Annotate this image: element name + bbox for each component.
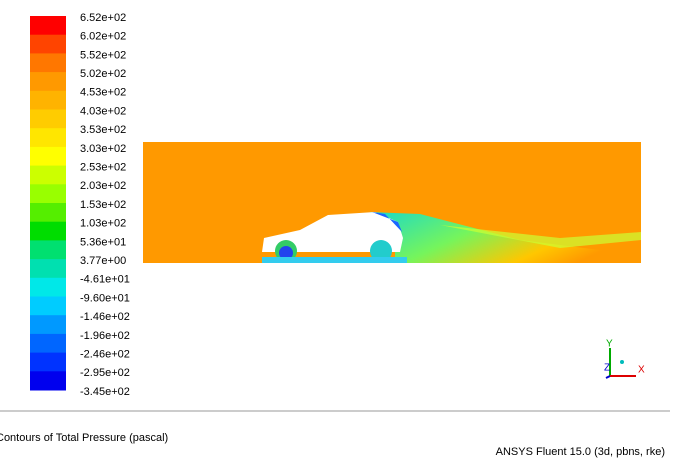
- legend-label: 4.03e+02: [80, 105, 126, 117]
- underbody: [262, 257, 407, 263]
- legend-label: 6.52e+02: [80, 12, 126, 24]
- x-label: X: [638, 365, 645, 376]
- legend-swatch: [30, 203, 66, 223]
- windshield-zone: [372, 212, 402, 232]
- legend-label: -2.95e+02: [80, 367, 130, 379]
- legend-label: 2.53e+02: [80, 162, 126, 174]
- wheel-front-core: [279, 246, 293, 260]
- legend-label: 1.03e+02: [80, 218, 126, 230]
- legend-label: 5.52e+02: [80, 49, 126, 61]
- legend-swatch: [30, 34, 66, 54]
- wake-band: [440, 225, 641, 248]
- legend-label: 5.02e+02: [80, 68, 126, 80]
- legend-swatch: [30, 277, 66, 297]
- legend-swatch: [30, 16, 66, 36]
- legend-label: -9.60e+01: [80, 292, 130, 304]
- wheel-rear: [370, 240, 392, 262]
- legend-swatch: [30, 240, 66, 260]
- legend-label: 3.77e+00: [80, 255, 126, 267]
- legend-label: 4.53e+02: [80, 87, 126, 99]
- legend-swatch: [30, 333, 66, 354]
- caption: Contours of Total Pressure (pascal): [0, 432, 168, 444]
- legend-swatch: [30, 315, 66, 335]
- legend-swatch: [30, 146, 66, 167]
- legend-label: 5.36e+01: [80, 236, 126, 248]
- legend-label: -4.61e+01: [80, 274, 130, 286]
- legend-swatch: [30, 128, 66, 148]
- legend-label: 3.03e+02: [80, 143, 126, 155]
- legend-swatch: [30, 371, 66, 391]
- y-label: Y: [606, 339, 613, 350]
- legend-label: 3.53e+02: [80, 124, 126, 136]
- legend-label: -1.46e+02: [80, 311, 130, 323]
- legend-label: -2.46e+02: [80, 349, 130, 361]
- legend-swatch: [30, 72, 66, 92]
- z-axis: [605, 375, 611, 379]
- footer: ANSYS Fluent 15.0 (3d, pbns, rke): [496, 446, 665, 458]
- legend-swatch: [30, 109, 66, 129]
- legend-swatch: [30, 53, 66, 73]
- origin-dot: [620, 360, 624, 364]
- legend-swatch: [30, 90, 66, 110]
- legend-swatch: [30, 165, 66, 185]
- legend-label: 1.53e+02: [80, 199, 126, 211]
- contour-domain: [143, 142, 641, 263]
- legend-label: -1.96e+02: [80, 330, 130, 342]
- z-label: Z: [604, 363, 610, 374]
- legend-label: -3.45e+02: [80, 386, 130, 398]
- car-body: [262, 212, 403, 252]
- legend-label: 6.02e+02: [80, 31, 126, 43]
- legend-swatch: [30, 296, 66, 316]
- color-legend: 6.52e+02 6.02e+02 5.52e+02 5.02e+02 4.53e+02…: [30, 12, 130, 398]
- legend-swatch: [30, 184, 66, 204]
- axis-triad: Y Z X: [604, 339, 645, 379]
- legend-swatch: [30, 352, 66, 372]
- legend-swatch: [30, 259, 66, 279]
- legend-swatch: [30, 221, 66, 241]
- legend-label: 2.03e+02: [80, 180, 126, 192]
